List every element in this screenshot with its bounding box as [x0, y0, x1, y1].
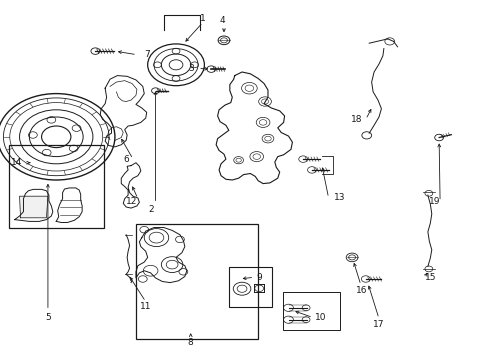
Polygon shape: [20, 196, 48, 218]
Text: 5: 5: [45, 313, 51, 322]
Text: 6: 6: [123, 154, 129, 163]
Bar: [136, 224, 258, 339]
Bar: [228, 267, 271, 307]
Text: 18: 18: [350, 115, 362, 124]
Text: 3: 3: [187, 64, 193, 73]
Text: 19: 19: [427, 197, 439, 206]
Text: 15: 15: [424, 274, 435, 282]
Text: 14: 14: [11, 158, 23, 167]
Text: 17: 17: [372, 320, 384, 329]
Text: 8: 8: [187, 338, 193, 347]
Text: 9: 9: [256, 273, 262, 282]
Text: 2: 2: [148, 205, 154, 214]
Bar: [282, 292, 340, 330]
Text: 13: 13: [333, 194, 345, 202]
Text: 10: 10: [314, 313, 325, 322]
Text: 16: 16: [355, 287, 367, 295]
Text: 1: 1: [200, 14, 205, 23]
Text: 12: 12: [126, 197, 138, 206]
Text: 7: 7: [143, 50, 149, 59]
Text: 11: 11: [140, 302, 151, 311]
Text: 4: 4: [219, 16, 225, 25]
Bar: [9, 145, 104, 228]
